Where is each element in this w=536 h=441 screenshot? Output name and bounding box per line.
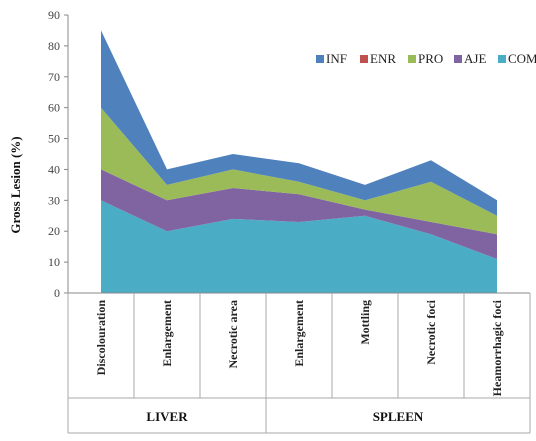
y-tick-label: 10 [48,255,60,269]
y-tick-label: 70 [48,70,60,84]
area-aje [101,169,497,259]
legend-label-com: COM [508,51,536,66]
y-tick-label: 0 [54,286,60,300]
legend-label-pro: PRO [418,51,443,66]
legend-label-inf: INF [326,51,347,66]
legend-swatch-com [498,55,506,63]
category-label: Discolouration [94,300,108,376]
group-label-spleen: SPLEEN [373,409,424,424]
category-label: Enlargement [292,300,306,367]
category-label: Necrotic area [226,300,240,369]
legend-label-enr: ENR [370,51,396,66]
category-label: Heamorrhagic foci [490,299,504,396]
category-label: Necrotic foci [424,299,438,364]
area-layers [101,30,497,293]
legend-swatch-inf [316,55,324,63]
y-tick-label: 30 [48,193,60,207]
category-label: Enlargement [160,300,174,367]
y-tick-label: 80 [48,39,60,53]
y-axis-title: Gross Lesion (%) [8,136,23,233]
y-tick-label: 50 [48,132,60,146]
y-tick-label: 60 [48,101,60,115]
y-tick-labels: 0 10 20 30 40 50 60 70 80 90 [48,8,60,300]
axes [64,14,531,434]
group-label-liver: LIVER [146,409,188,424]
category-labels: Discolouration Enlargement Necrotic area En… [94,299,504,396]
legend-swatch-aje [454,55,462,63]
y-axis-label: Gross Lesion (%) [8,136,23,233]
y-tick-label: 90 [48,8,60,22]
area-pro [101,107,497,235]
legend-swatch-pro [408,55,416,63]
category-label: Mottling [358,300,372,345]
legend-swatch-enr [360,55,368,63]
legend: INF ENR PRO AJE COM [316,51,536,66]
group-labels: LIVER SPLEEN [146,409,423,424]
y-tick-label: 20 [48,224,60,238]
area-inf [101,30,497,216]
area-com [101,200,497,293]
legend-label-aje: AJE [464,51,486,66]
y-tick-label: 40 [48,162,60,176]
